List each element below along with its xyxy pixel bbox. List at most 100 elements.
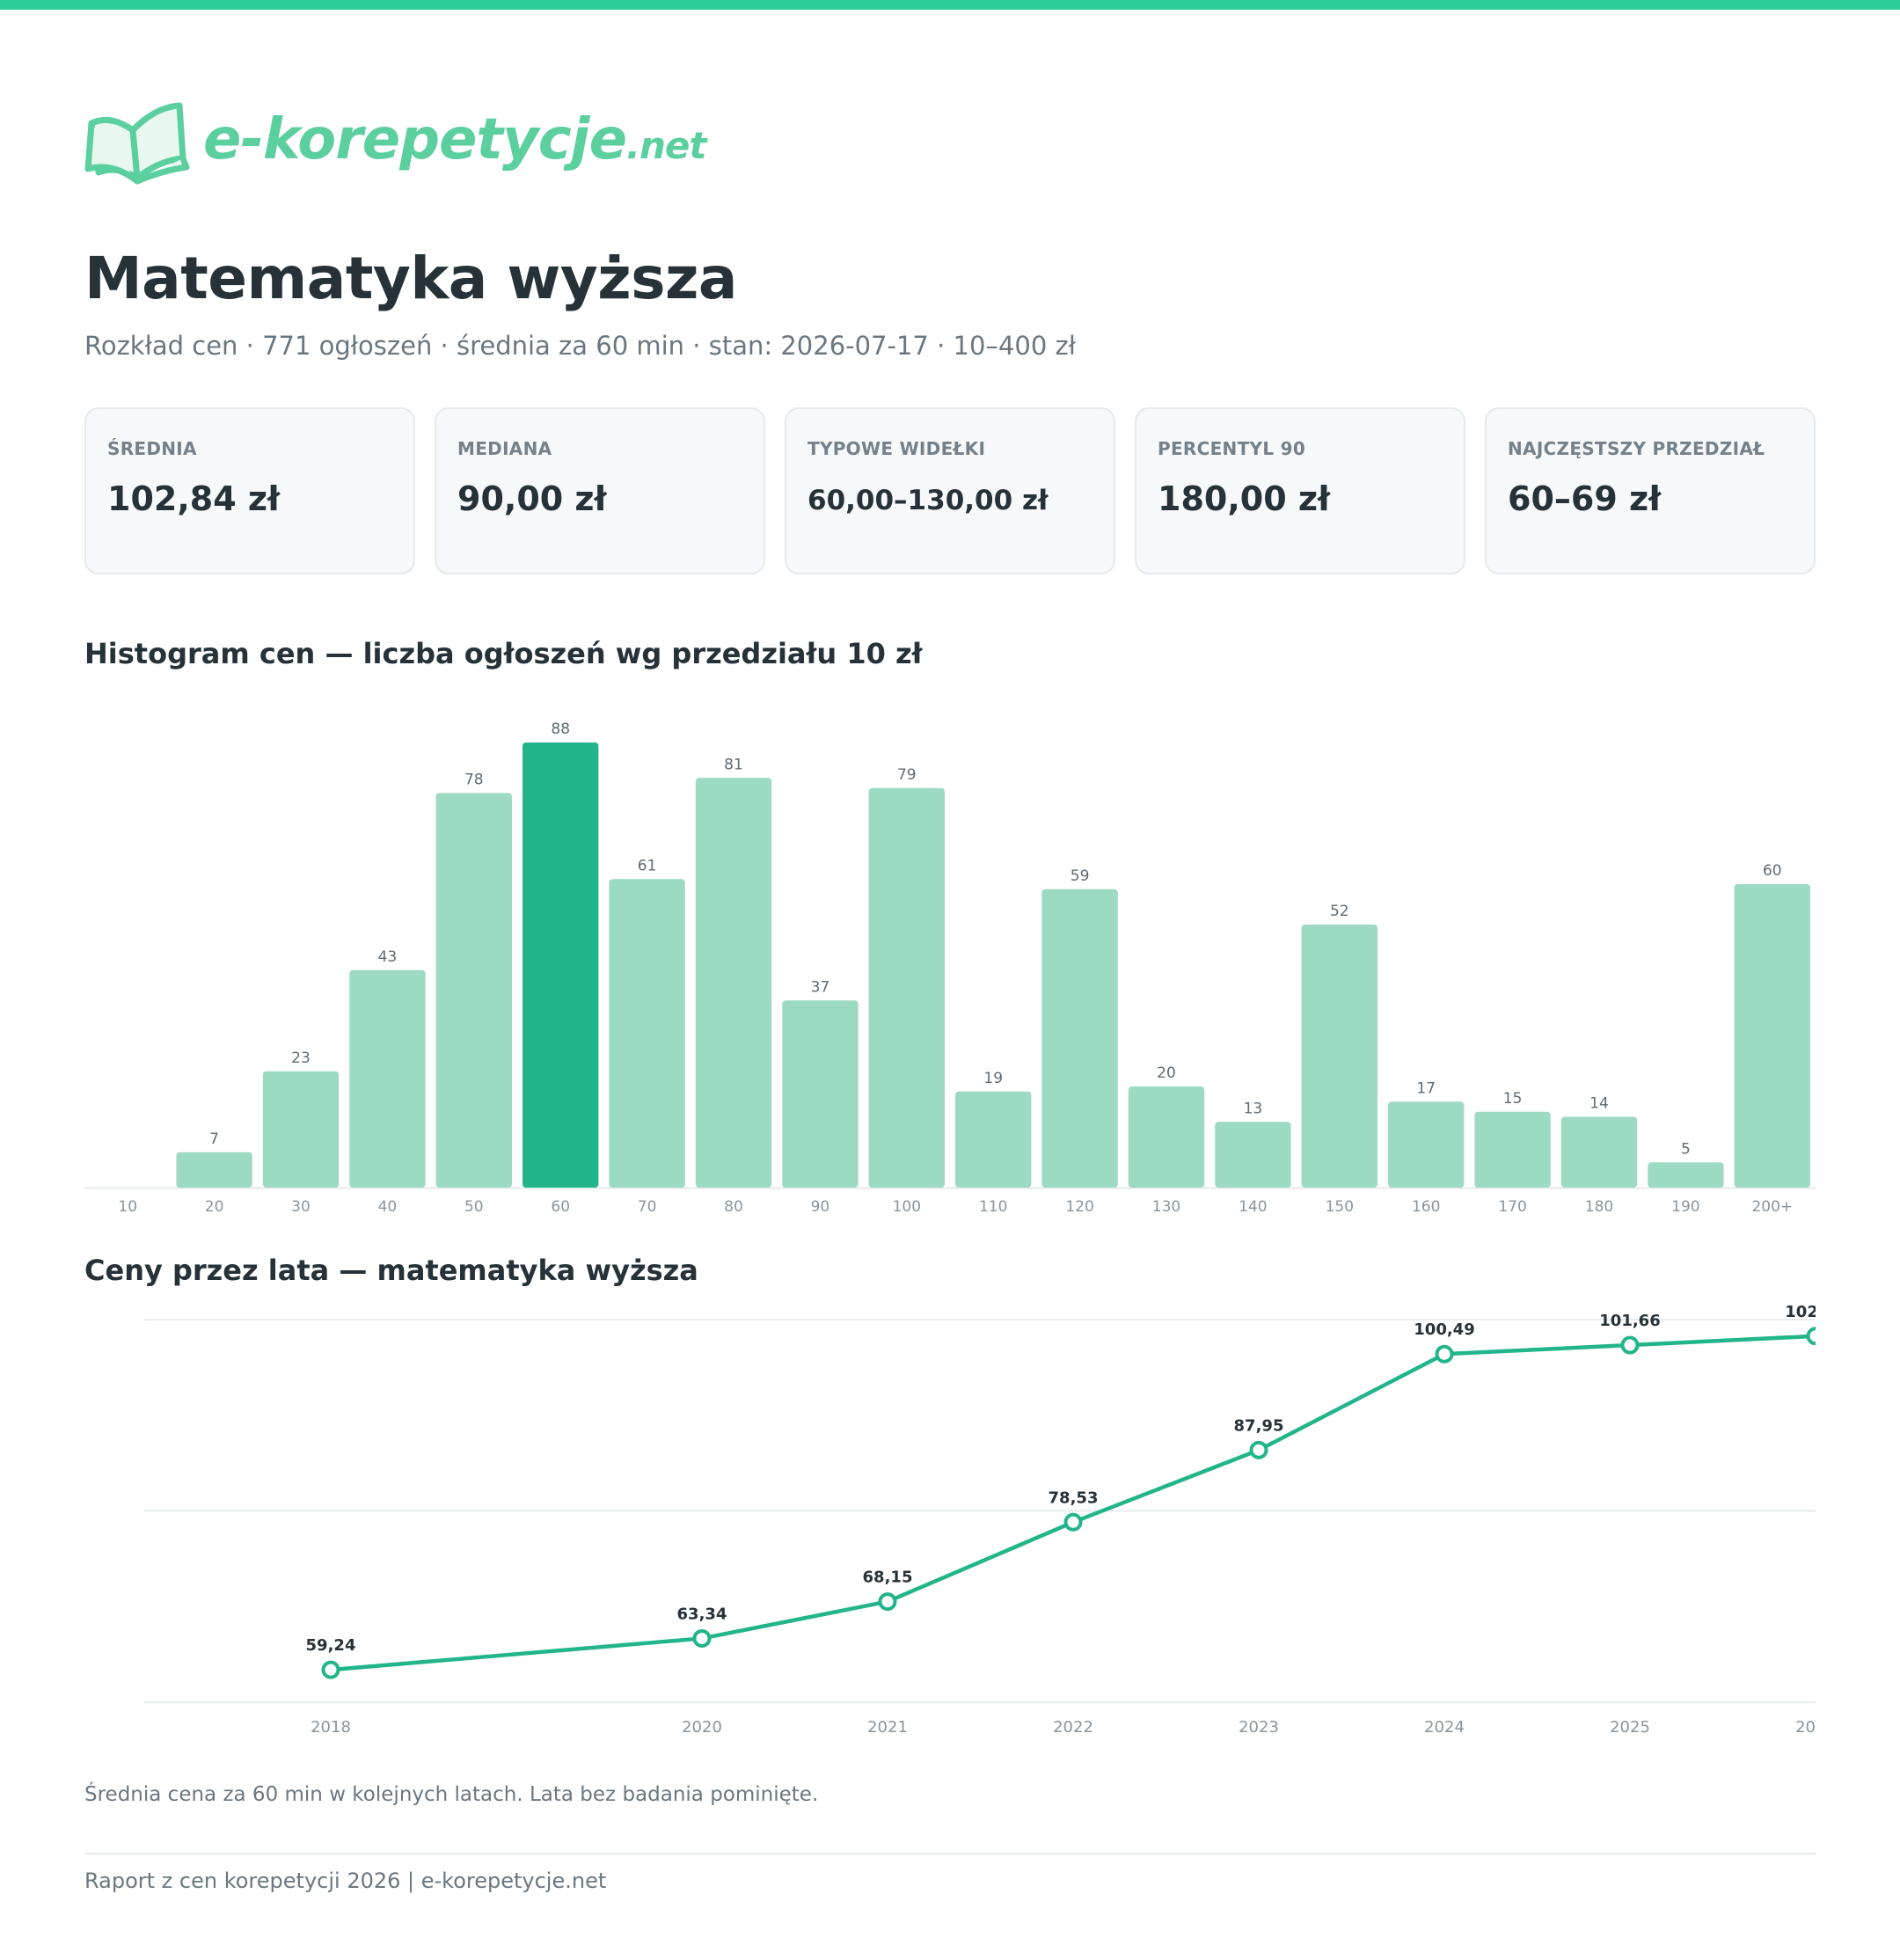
year-tick-label: 2018	[311, 1718, 351, 1737]
stat-card-median: MEDIANA 90,00 zł	[435, 407, 765, 574]
histogram-tick-label: 70	[638, 1198, 657, 1214]
stat-label: TYPOWE WIDEŁKI	[808, 438, 986, 459]
histogram-bar-20	[176, 1152, 252, 1188]
stat-value: 60,00–130,00 zł	[808, 485, 1049, 516]
histogram-value-label: 59	[1071, 867, 1090, 885]
histogram-tick-label: 10	[118, 1198, 137, 1214]
price-point-2023	[1249, 1440, 1268, 1459]
histogram-tick-label: 180	[1585, 1198, 1613, 1214]
histogram-value-label: 23	[291, 1049, 311, 1067]
histogram-tick-label: 90	[811, 1198, 830, 1214]
histogram-tick-label: 200+	[1751, 1198, 1793, 1214]
year-tick-label: 2024	[1424, 1718, 1465, 1737]
stat-card-mean: ŚREDNIA 102,84 zł	[84, 407, 415, 574]
histogram-bar-80	[695, 778, 772, 1188]
price-point-label: 102,84	[1785, 1303, 1816, 1321]
histogram-tick-label: 20	[205, 1198, 224, 1214]
chart-note: Średnia cena za 60 min w kolejnych latac…	[84, 1783, 819, 1806]
histogram-bar-120	[1041, 889, 1118, 1188]
price-point-label: 100,49	[1414, 1320, 1474, 1339]
histogram-bar-130	[1128, 1086, 1205, 1188]
stat-value: 90,00 zł	[457, 479, 607, 518]
page-title: Matematyka wyższa	[84, 245, 737, 312]
year-tick-label: 2026	[1795, 1718, 1816, 1737]
price-trend-chart: 59,24 2018 63,34 2020 68,15 2021 78,53 2022 87,9…	[144, 1303, 1816, 1737]
price-point-label: 63,34	[677, 1605, 727, 1623]
histogram-value-label: 17	[1416, 1079, 1436, 1097]
histogram-value-label: 20	[1157, 1064, 1176, 1082]
histogram-bar-100	[868, 787, 945, 1188]
price-trend-line	[328, 1334, 1816, 1672]
histogram-title: Histogram cen — liczba ogłoszeń wg przed…	[84, 637, 923, 670]
stat-value: 102,84 zł	[107, 479, 281, 518]
year-tick-label: 2022	[1053, 1718, 1093, 1737]
price-point-2020	[692, 1628, 712, 1648]
top-accent-bar	[0, 0, 1900, 10]
stat-value: 180,00 zł	[1158, 479, 1331, 518]
histogram-value-label: 61	[638, 857, 657, 874]
histogram-chart: 10 7 20 23 30 43 40 78 50 88 60 61 70 81 80 37 90 79 100 19…	[84, 720, 1816, 1214]
histogram-value-label: 5	[1681, 1140, 1691, 1158]
histogram-tick-label: 40	[378, 1198, 398, 1214]
histogram-bar-110	[955, 1091, 1032, 1188]
brand-wordmark: e-korepetycje	[203, 107, 627, 172]
histogram-value-label: 37	[811, 978, 830, 996]
stat-label: MEDIANA	[457, 438, 552, 459]
histogram-bar-150	[1301, 925, 1378, 1188]
stat-label: NAJCZĘSTSZY PRZEDZIAŁ	[1508, 438, 1765, 459]
price-point-2026	[1806, 1327, 1816, 1346]
histogram-tick-label: 100	[893, 1198, 921, 1214]
line-chart-title: Ceny przez lata — matematyka wyższa	[84, 1254, 698, 1287]
price-point-2018	[321, 1660, 340, 1679]
footer-divider	[84, 1853, 1816, 1854]
histogram-tick-label: 60	[551, 1198, 570, 1214]
stat-label: PERCENTYL 90	[1158, 438, 1306, 459]
histogram-bar-160	[1388, 1101, 1465, 1188]
histogram-bar-180	[1560, 1116, 1638, 1188]
open-book-icon	[84, 102, 190, 185]
year-tick-label: 2021	[867, 1718, 908, 1737]
histogram-bar-40	[349, 969, 426, 1188]
stats-cards: ŚREDNIA 102,84 zł MEDIANA 90,00 zł TYPOW…	[84, 407, 1816, 574]
price-point-label: 101,66	[1599, 1312, 1660, 1330]
histogram-value-label: 19	[983, 1070, 1003, 1087]
footer-text: Raport z cen korepetycji 2026 | e-korepe…	[84, 1869, 607, 1893]
histogram-tick-label: 160	[1412, 1198, 1440, 1214]
brand-tld: .net	[626, 124, 706, 167]
histogram-tick-label: 50	[464, 1198, 484, 1214]
histogram-value-label: 88	[551, 720, 570, 738]
histogram-value-label: 52	[1330, 903, 1349, 920]
price-point-2021	[878, 1592, 897, 1612]
year-tick-label: 2023	[1239, 1718, 1279, 1737]
brand-name: e-korepetycje.net	[203, 107, 706, 172]
price-point-2022	[1063, 1512, 1083, 1532]
price-point-2024	[1435, 1344, 1454, 1364]
histogram-tick-label: 170	[1498, 1198, 1526, 1214]
histogram-tick-label: 150	[1326, 1198, 1354, 1214]
stat-value: 60–69 zł	[1508, 479, 1662, 518]
year-tick-label: 2025	[1610, 1718, 1650, 1737]
brand-logo[interactable]: e-korepetycje.net	[84, 97, 753, 194]
year-tick-label: 2020	[682, 1718, 722, 1737]
histogram-tick-label: 30	[291, 1198, 311, 1214]
histogram-bar-200+	[1734, 884, 1810, 1188]
price-point-label: 68,15	[863, 1569, 913, 1587]
histogram-value-label: 14	[1589, 1095, 1609, 1113]
price-point-2025	[1620, 1335, 1640, 1355]
page-subtitle: Rozkład cen · 771 ogłoszeń · średnia za …	[84, 331, 1076, 361]
histogram-value-label: 15	[1503, 1090, 1523, 1108]
histogram-value-label: 78	[464, 772, 484, 789]
price-point-label: 87,95	[1234, 1416, 1284, 1435]
price-point-label: 78,53	[1049, 1488, 1099, 1507]
histogram-value-label: 81	[724, 756, 743, 773]
stat-card-most-common-range: NAJCZĘSTSZY PRZEDZIAŁ 60–69 zł	[1485, 407, 1816, 574]
histogram-tick-label: 190	[1671, 1198, 1699, 1214]
histogram-tick-label: 130	[1152, 1198, 1180, 1214]
histogram-bar-140	[1215, 1122, 1291, 1188]
histogram-bar-90	[782, 1000, 859, 1188]
histogram-tick-label: 80	[724, 1198, 743, 1214]
histogram-value-label: 79	[897, 766, 917, 784]
histogram-bar-70	[609, 879, 685, 1188]
histogram-tick-label: 110	[979, 1198, 1007, 1214]
stat-label: ŚREDNIA	[107, 438, 197, 459]
